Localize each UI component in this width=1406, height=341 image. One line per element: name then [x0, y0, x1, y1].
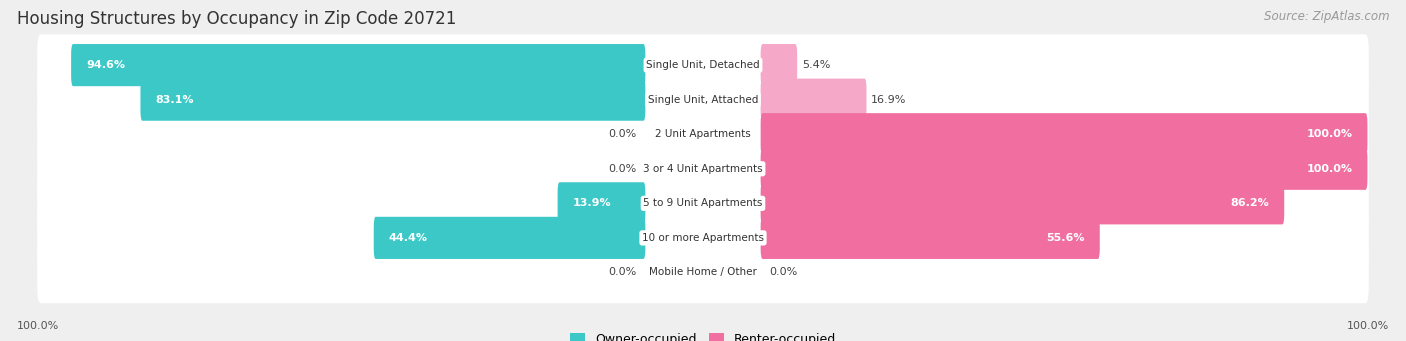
- Text: 5.4%: 5.4%: [801, 60, 830, 70]
- FancyBboxPatch shape: [37, 138, 1369, 199]
- FancyBboxPatch shape: [761, 217, 1099, 259]
- Text: Housing Structures by Occupancy in Zip Code 20721: Housing Structures by Occupancy in Zip C…: [17, 10, 456, 28]
- Text: 5 to 9 Unit Apartments: 5 to 9 Unit Apartments: [644, 198, 762, 208]
- FancyBboxPatch shape: [37, 173, 1369, 234]
- FancyBboxPatch shape: [558, 182, 645, 224]
- Text: 44.4%: 44.4%: [389, 233, 427, 243]
- Text: 13.9%: 13.9%: [572, 198, 612, 208]
- Text: Single Unit, Detached: Single Unit, Detached: [647, 60, 759, 70]
- Text: 2 Unit Apartments: 2 Unit Apartments: [655, 129, 751, 139]
- FancyBboxPatch shape: [374, 217, 645, 259]
- Text: 100.0%: 100.0%: [1306, 164, 1353, 174]
- FancyBboxPatch shape: [72, 44, 645, 86]
- Text: 100.0%: 100.0%: [1306, 129, 1353, 139]
- Text: 100.0%: 100.0%: [1347, 321, 1389, 331]
- FancyBboxPatch shape: [37, 103, 1369, 165]
- Text: 16.9%: 16.9%: [872, 95, 907, 105]
- Text: 10 or more Apartments: 10 or more Apartments: [643, 233, 763, 243]
- FancyBboxPatch shape: [761, 113, 1368, 155]
- Text: 0.0%: 0.0%: [609, 267, 637, 278]
- FancyBboxPatch shape: [37, 207, 1369, 269]
- Text: 83.1%: 83.1%: [156, 95, 194, 105]
- Text: 0.0%: 0.0%: [609, 164, 637, 174]
- Text: 86.2%: 86.2%: [1230, 198, 1270, 208]
- FancyBboxPatch shape: [141, 78, 645, 121]
- Text: 3 or 4 Unit Apartments: 3 or 4 Unit Apartments: [643, 164, 763, 174]
- Text: Single Unit, Attached: Single Unit, Attached: [648, 95, 758, 105]
- Text: 94.6%: 94.6%: [86, 60, 125, 70]
- Text: Mobile Home / Other: Mobile Home / Other: [650, 267, 756, 278]
- Text: 0.0%: 0.0%: [609, 129, 637, 139]
- FancyBboxPatch shape: [761, 44, 797, 86]
- Text: Source: ZipAtlas.com: Source: ZipAtlas.com: [1264, 10, 1389, 23]
- Text: 55.6%: 55.6%: [1046, 233, 1084, 243]
- FancyBboxPatch shape: [761, 148, 1368, 190]
- FancyBboxPatch shape: [37, 34, 1369, 96]
- Legend: Owner-occupied, Renter-occupied: Owner-occupied, Renter-occupied: [565, 328, 841, 341]
- FancyBboxPatch shape: [37, 242, 1369, 303]
- Text: 100.0%: 100.0%: [17, 321, 59, 331]
- FancyBboxPatch shape: [761, 182, 1284, 224]
- FancyBboxPatch shape: [37, 69, 1369, 130]
- Text: 0.0%: 0.0%: [769, 267, 797, 278]
- FancyBboxPatch shape: [761, 78, 866, 121]
